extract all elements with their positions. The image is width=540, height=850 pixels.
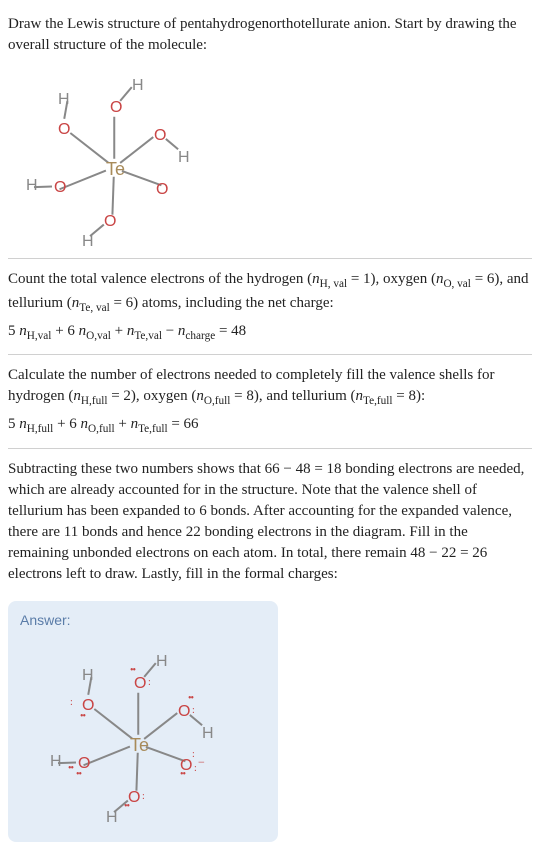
lone-pair: ••	[188, 694, 193, 704]
atom-te: Te	[130, 736, 149, 754]
atom-o_ul: O	[58, 122, 70, 138]
lone-pair: ••	[80, 712, 85, 722]
atom-h_ur: H	[178, 150, 190, 166]
bond	[113, 117, 115, 159]
step2-nH-eq: = 2), oxygen (	[107, 388, 196, 404]
structure-diagram-1: TeOOOOOOHHHHH	[16, 70, 216, 250]
step1-nH-eq: = 1), oxygen (	[347, 271, 436, 287]
bond	[137, 693, 139, 735]
divider-2	[8, 354, 532, 355]
answer-label: Answer:	[20, 611, 266, 631]
atom-h_top: H	[132, 78, 144, 94]
step2-text: Calculate the number of electrons needed…	[8, 359, 532, 444]
atom-h_ur: H	[202, 726, 214, 742]
atom-h_ll: H	[26, 178, 38, 194]
atom-h_bot: H	[106, 810, 118, 826]
step2-nTe-sub: Te,full	[363, 395, 393, 407]
step2-nO-sub: O,full	[204, 395, 231, 407]
atom-o_lr: O	[156, 182, 168, 198]
bond	[112, 177, 115, 215]
atom-te: Te	[106, 160, 125, 178]
atom-h_bot: H	[82, 234, 94, 250]
step1-nTe-sub: Te, val	[79, 302, 109, 314]
step2-equation: 5 nH,full + 6 nO,full + nTe,full = 66	[8, 414, 532, 438]
intro-content: Draw the Lewis structure of pentahydroge…	[8, 16, 517, 53]
lone-pair: ••	[180, 770, 185, 780]
lone-pair: ••	[68, 764, 73, 774]
atom-o_ur: O	[178, 704, 190, 720]
answer-diagram: TeOOOOOOHHHHH••::••••:••••:••:••:−	[20, 636, 250, 836]
divider-1	[8, 258, 532, 259]
bond	[166, 138, 179, 149]
intro-text: Draw the Lewis structure of pentahydroge…	[8, 8, 532, 62]
atom-o_bot: O	[128, 790, 140, 806]
lone-pair: :	[142, 792, 144, 802]
divider-3	[8, 448, 532, 449]
lone-pair: ••	[76, 770, 81, 780]
step1-a: Count the total valence electrons of the…	[8, 271, 312, 287]
atom-h_ul: H	[82, 668, 94, 684]
step1-nO-sub: O, val	[443, 278, 471, 290]
atom-o_ur: O	[154, 128, 166, 144]
step1-nH-sub: H, val	[320, 278, 348, 290]
atom-o_top: O	[134, 676, 146, 692]
atom-o_ll: O	[54, 180, 66, 196]
bond	[94, 709, 133, 740]
answer-box: Answer: TeOOOOOOHHHHH••::••••:••••:••:••…	[8, 601, 278, 843]
step1-equation: 5 nH,val + 6 nO,val + nTe,val − ncharge …	[8, 321, 532, 345]
step1-text: Count the total valence electrons of the…	[8, 263, 532, 350]
step3-content: Subtracting these two numbers shows that…	[8, 461, 524, 582]
lone-pair: :	[194, 764, 196, 774]
lone-pair: :	[192, 750, 194, 760]
lone-pair: :	[70, 698, 72, 708]
step1-nTe-eq: = 6) atoms, including the net charge:	[110, 295, 334, 311]
bond	[136, 753, 139, 791]
atom-h_top: H	[156, 654, 168, 670]
atom-o_bot: O	[104, 214, 116, 230]
step2-nH-sub: H,full	[81, 395, 108, 407]
formal-charge: −	[198, 754, 205, 771]
step2-nO-eq: = 8), and tellurium (	[230, 388, 355, 404]
lone-pair: :	[148, 678, 150, 688]
atom-h_ul: H	[58, 92, 70, 108]
atom-o_top: O	[110, 100, 122, 116]
lone-pair: :	[192, 706, 194, 716]
lone-pair: ••	[124, 802, 129, 812]
lone-pair: ••	[130, 666, 135, 676]
bond	[70, 133, 109, 164]
atom-h_ll: H	[50, 754, 62, 770]
step2-nTe-eq: = 8):	[393, 388, 426, 404]
step3-text: Subtracting these two numbers shows that…	[8, 453, 532, 591]
